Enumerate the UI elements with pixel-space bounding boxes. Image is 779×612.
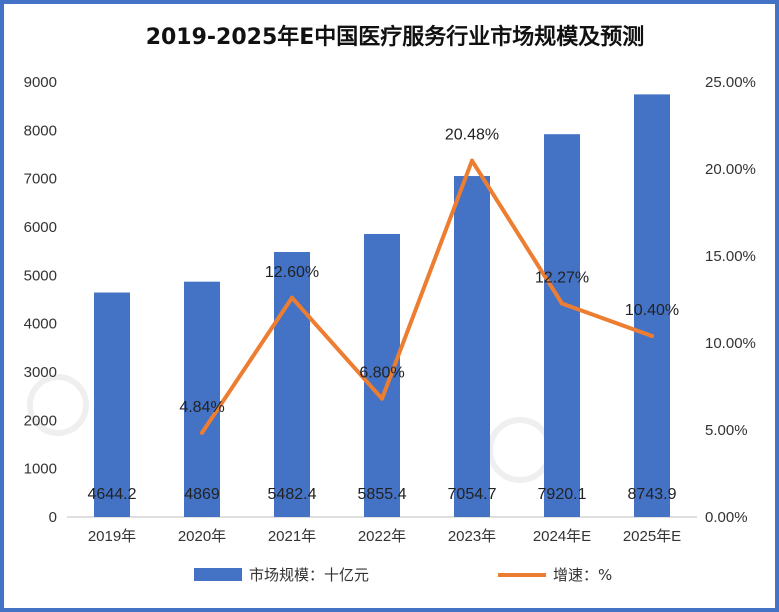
line-series — [200, 158, 654, 435]
watermark-logo-right — [487, 417, 553, 483]
right-tick-label: 5.00% — [705, 422, 748, 439]
x-tick-label: 2025年E — [623, 528, 681, 545]
bar — [544, 134, 580, 517]
left-tick-label: 2000 — [24, 412, 57, 429]
legend-line-label: 增速：% — [553, 566, 612, 584]
bar-value-label: 8743.9 — [628, 486, 677, 503]
watermark-logo-left — [27, 374, 89, 436]
bar — [634, 94, 670, 517]
x-tick-label: 2020年 — [178, 528, 226, 545]
left-tick-label: 6000 — [24, 219, 57, 236]
growth-value-label: 12.60% — [265, 264, 319, 281]
right-tick-label: 25.00% — [705, 74, 756, 91]
right-tick-label: 15.00% — [705, 248, 756, 265]
right-tick-label: 0.00% — [705, 509, 748, 526]
growth-point — [380, 396, 384, 401]
x-tick-label: 2024年E — [533, 528, 591, 545]
bar-value-label: 7920.1 — [538, 486, 587, 503]
left-tick-label: 9000 — [24, 74, 57, 91]
growth-point — [560, 301, 564, 306]
bar — [454, 176, 490, 517]
legend: 市场规模：十亿元 增速：% — [194, 566, 612, 584]
growth-value-label: 4.84% — [179, 399, 224, 416]
x-tick-label: 2021年 — [268, 528, 316, 545]
bar — [274, 252, 310, 517]
bar — [184, 281, 220, 517]
right-tick-label: 20.00% — [705, 161, 756, 178]
x-tick-label: 2022年 — [358, 528, 406, 545]
left-tick-label: 4000 — [24, 316, 57, 333]
bar-value-label: 4869 — [184, 486, 220, 503]
right-tick-label: 10.00% — [705, 335, 756, 352]
left-tick-label: 1000 — [24, 461, 57, 478]
growth-value-label: 6.80% — [359, 365, 404, 382]
x-tick-label: 2019年 — [88, 528, 136, 545]
bar — [364, 233, 400, 517]
growth-point — [650, 334, 654, 339]
x-tick-label: 2023年 — [448, 528, 496, 545]
bar-value-label: 4644.2 — [88, 486, 137, 503]
growth-value-label: 12.27% — [535, 270, 589, 287]
left-tick-label: 5000 — [24, 267, 57, 284]
left-tick-label: 3000 — [24, 364, 57, 381]
left-tick-label: 7000 — [24, 171, 57, 188]
line-data-labels: 4.84% 12.60% 6.80% 20.48% 12.27% 10.40% — [179, 127, 679, 416]
bar-data-labels: 4644.2 4869 5482.4 5855.4 7054.7 7920.1 8743.9 — [88, 486, 677, 503]
bar-value-label: 5482.4 — [268, 486, 317, 503]
left-tick-label: 0 — [49, 509, 57, 526]
growth-line — [200, 158, 654, 435]
right-axis-ticks: 0.00% 5.00% 10.00% 15.00% 20.00% 25.00% — [705, 74, 756, 526]
legend-bar-label: 市场规模：十亿元 — [249, 566, 369, 584]
growth-value-label: 20.48% — [445, 127, 499, 144]
growth-point — [470, 158, 474, 163]
growth-point — [290, 295, 294, 300]
bar-value-label: 7054.7 — [448, 486, 497, 503]
x-axis-ticks: 2019年 2020年 2021年 2022年 2023年 2024年E 2025年E — [88, 528, 681, 545]
growth-value-label: 10.40% — [625, 302, 679, 319]
bar-value-label: 5855.4 — [358, 486, 407, 503]
growth-point — [200, 430, 204, 435]
left-axis-ticks: 0 1000 2000 3000 4000 5000 6000 7000 8000 9000 — [24, 74, 57, 526]
chart-title: 2019-2025年E中国医疗服务行业市场规模及预测 — [146, 24, 645, 50]
legend-bar-swatch — [194, 568, 242, 581]
bar — [94, 292, 130, 517]
bar-series — [94, 94, 670, 517]
left-tick-label: 8000 — [24, 122, 57, 139]
